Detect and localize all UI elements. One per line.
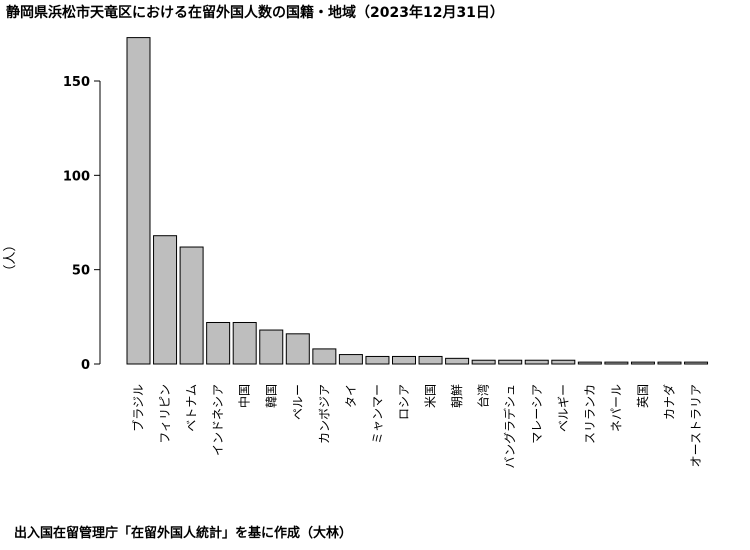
bar-18 [577, 361, 602, 365]
y-tick-label: 50 [72, 264, 90, 279]
x-category-label: 韓国 [264, 384, 278, 408]
bar-12 [418, 355, 443, 365]
x-category-label: ネパール [609, 384, 623, 432]
bar-13 [445, 357, 470, 365]
bar-3 [179, 246, 204, 365]
bar-11 [392, 355, 416, 365]
bar-10 [365, 355, 390, 365]
x-category-label: ブラジル [131, 384, 146, 432]
x-category-label: 台湾 [476, 384, 491, 408]
x-category-label: バングラデシュ [502, 384, 517, 469]
y-tick-label: 0 [81, 358, 90, 373]
y-tick-label: 100 [63, 169, 90, 184]
bar-7 [285, 333, 310, 365]
x-category-label: インドネシア [211, 384, 225, 456]
bar-9 [338, 354, 363, 365]
x-category-label: 米国 [424, 384, 438, 408]
bar-5 [232, 321, 257, 365]
bar-8 [312, 348, 337, 365]
x-category-label: ベトナム [185, 384, 199, 432]
y-axis-label: （人） [3, 238, 18, 277]
bar-17 [551, 359, 576, 365]
x-category-label: 中国 [237, 384, 252, 408]
chart-title: 静岡県浜松市天竜区における在留外国人数の国籍・地域（2023年12月31日） [6, 5, 504, 21]
x-category-label: 朝鮮 [450, 384, 464, 408]
bar-22 [684, 361, 709, 365]
x-category-label: 英国 [636, 384, 650, 408]
source-note: 出入国在留管理庁「在留外国人統計」を基に作成（大林） [14, 526, 353, 541]
x-category-label: オーストラリア [689, 384, 703, 467]
bar-4 [206, 321, 231, 365]
x-category-label: スリランカ [583, 384, 597, 444]
x-category-label: ロシア [397, 384, 411, 420]
x-category-label: カナダ [662, 384, 677, 420]
x-category-label: ミャンマー [370, 384, 384, 444]
bar-15 [498, 359, 523, 365]
x-category-label: カンボジア [317, 384, 331, 444]
bar-6 [259, 329, 284, 365]
bars [126, 37, 709, 365]
x-category-labels: ブラジル フィリピン ベトナム インドネシア 中国 韓国 ペルー カンボジア タイ ミャンマー ロシ… [131, 384, 704, 469]
x-category-label: フィリピン [158, 384, 172, 444]
bar-19 [604, 361, 629, 365]
bar-21 [657, 361, 682, 365]
bar-14 [471, 359, 496, 365]
bar-2 [153, 235, 178, 365]
y-tick-label: 150 [63, 75, 90, 90]
x-category-label: ベルギー [556, 384, 570, 432]
x-category-label: マレーシア [530, 384, 544, 444]
bar-16 [524, 359, 549, 365]
y-axis: 0 50 100 150 [63, 75, 101, 373]
bar-20 [630, 361, 655, 365]
x-category-label: ペルー [291, 384, 305, 420]
bar-1 [126, 37, 151, 365]
x-category-label: タイ [344, 384, 358, 408]
